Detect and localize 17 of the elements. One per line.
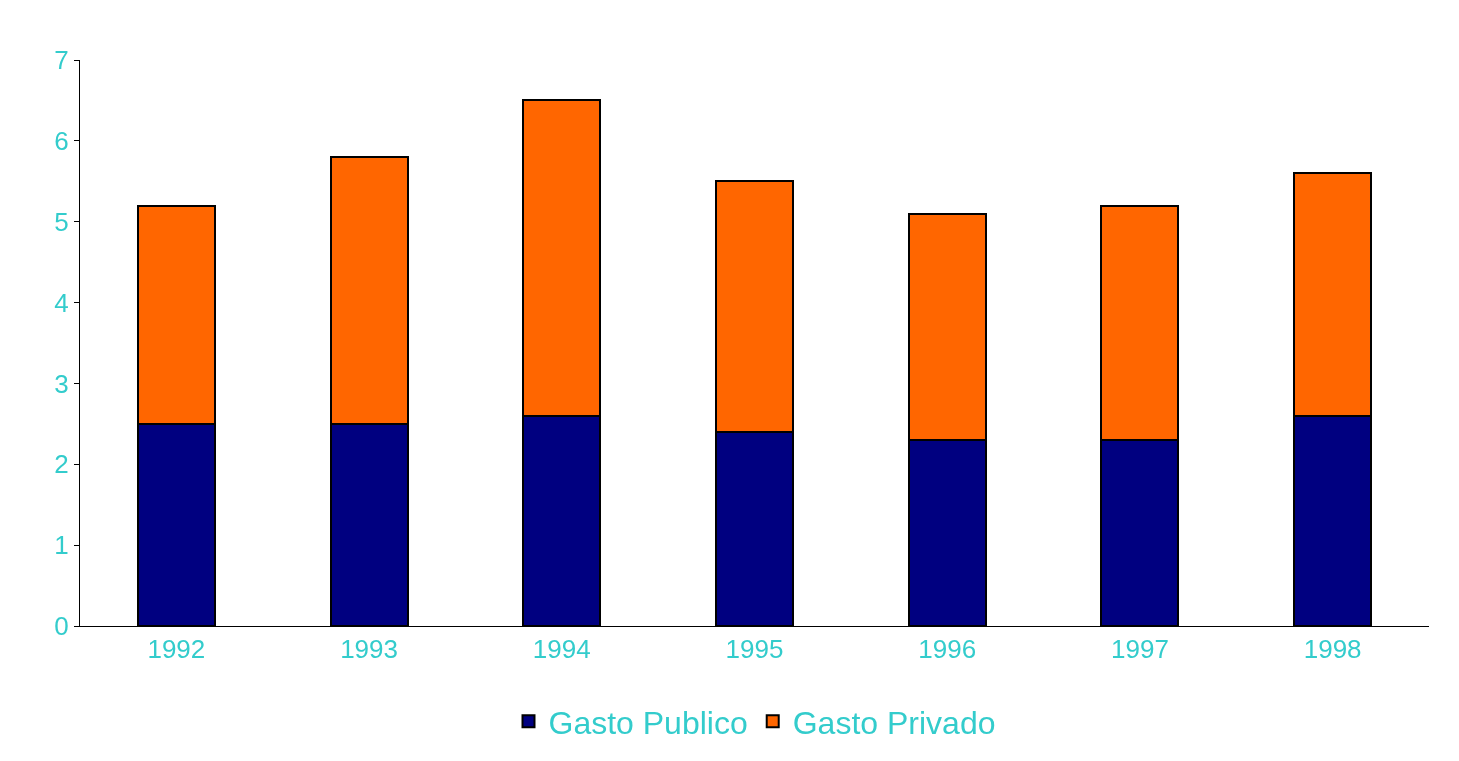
y-tick-label: 3 xyxy=(54,368,69,399)
y-tick-label: 0 xyxy=(54,611,69,642)
x-tick-label: 1996 xyxy=(918,634,977,665)
y-tick-label: 2 xyxy=(54,449,69,480)
y-tick-label: 1 xyxy=(54,530,69,561)
y-tick-label: 5 xyxy=(54,206,69,237)
x-tick-label: 1998 xyxy=(1303,634,1362,665)
legend-label: Gasto Publico xyxy=(548,704,748,741)
y-tick-label: 6 xyxy=(54,125,69,156)
x-tick-label: 1994 xyxy=(532,634,591,665)
y-tick-label: 7 xyxy=(54,45,69,76)
x-tick-label: 1993 xyxy=(340,634,398,665)
legend-label: Gasto Privado xyxy=(792,704,996,741)
y-tick-label: 4 xyxy=(54,287,69,318)
x-tick-label: 1997 xyxy=(1111,634,1169,665)
x-tick-label: 1992 xyxy=(147,634,206,665)
x-tick-label: 1995 xyxy=(725,634,784,665)
